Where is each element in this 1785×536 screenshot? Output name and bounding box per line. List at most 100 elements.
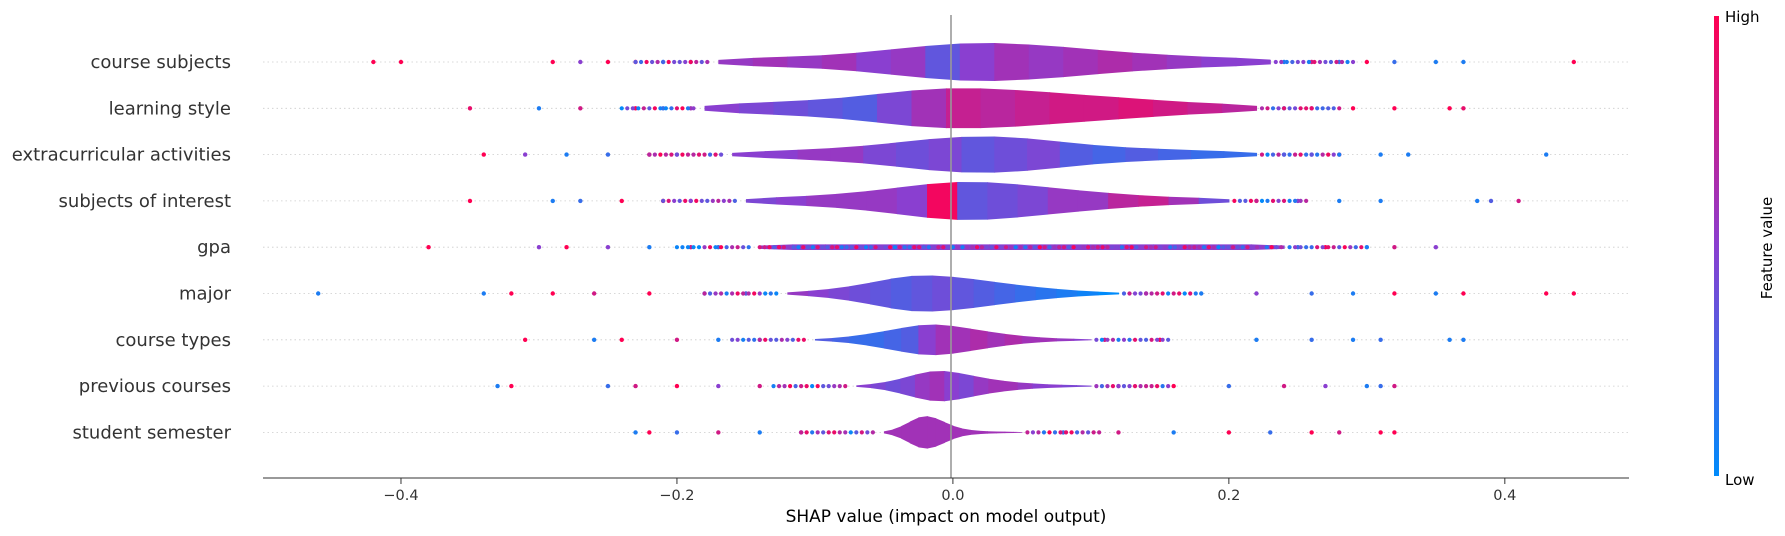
shap-dot: [1025, 430, 1030, 435]
shap-dot: [691, 106, 696, 111]
violin-segment: [970, 429, 980, 435]
shap-dot: [536, 245, 542, 250]
violin-segment: [1047, 187, 1079, 215]
violin-segment: [901, 421, 911, 444]
shap-dot: [787, 384, 793, 389]
shap-dot: [832, 430, 837, 435]
shap-dot: [1461, 291, 1466, 296]
shap-dot: [536, 106, 542, 111]
shap-dot: [878, 245, 883, 250]
shap-dot: [1359, 245, 1364, 250]
violin-segment: [866, 187, 898, 215]
shap-dot: [1057, 245, 1062, 250]
shap-dot: [762, 245, 767, 250]
violin-segment: [970, 328, 988, 351]
shap-dot: [702, 152, 707, 157]
shap-dot: [1320, 152, 1325, 157]
violin-segment: [764, 149, 799, 160]
shap-dot: [1298, 198, 1303, 203]
shap-dot: [1309, 106, 1314, 111]
shap-dot: [1281, 383, 1287, 389]
shap-dot: [974, 245, 980, 250]
violin-segment: [978, 430, 988, 435]
shap-dot: [730, 337, 735, 342]
shap-dot: [1254, 337, 1259, 342]
shap-dot: [1099, 384, 1105, 389]
shap-dot: [1132, 337, 1138, 342]
shap-dot: [1312, 59, 1317, 65]
violin-segment: [808, 289, 830, 298]
violin-segment: [1004, 333, 1023, 346]
violin-segment: [830, 145, 864, 164]
violin-segment: [1223, 151, 1258, 159]
violin-segment: [1125, 147, 1159, 163]
violin-segment: [1077, 290, 1099, 297]
colorbar-title: Feature value: [1758, 197, 1776, 299]
shap-dot: [832, 384, 837, 389]
shap-dot: [741, 337, 746, 342]
violin-segment: [946, 88, 982, 129]
shap-dot: [1143, 291, 1149, 296]
violin-segment: [1061, 384, 1077, 388]
shap-dot: [1364, 245, 1370, 250]
shap-dot: [467, 198, 473, 204]
violin-segment: [832, 336, 851, 344]
shap-dot: [1187, 245, 1192, 250]
violin-segment: [883, 429, 894, 436]
shap-dot: [696, 152, 702, 157]
shap-dot: [826, 384, 831, 389]
shap-dot: [1309, 291, 1314, 296]
violin-segment: [1046, 384, 1063, 388]
shap-dot: [633, 430, 638, 435]
shap-dot: [1292, 106, 1298, 111]
violin-segment: [1221, 103, 1258, 113]
shap-dot: [955, 245, 960, 250]
shap-dot: [1226, 383, 1232, 389]
shap-dot: [550, 59, 555, 65]
violin-segment: [787, 55, 823, 69]
shap-dot: [707, 245, 713, 250]
shap-dot: [481, 291, 486, 296]
shap-dot: [1041, 430, 1047, 435]
shap-dot: [691, 245, 696, 250]
shap-dot: [1378, 152, 1383, 157]
violin-segment: [952, 276, 975, 311]
shap-dot: [702, 245, 707, 250]
shap-dot: [1216, 245, 1221, 250]
violin-segment: [836, 191, 868, 211]
shap-dot: [1124, 245, 1129, 250]
shap-dot: [1094, 384, 1099, 389]
violin-segment: [1152, 99, 1189, 117]
shap-dot: [1339, 59, 1345, 65]
shap-dot: [1378, 383, 1383, 389]
shap-dot: [669, 152, 674, 157]
shap-dot: [661, 198, 666, 203]
shap-dot: [1127, 291, 1132, 296]
violin-segment: [1138, 195, 1170, 207]
shap-dot: [1544, 152, 1549, 157]
violin-segment: [1002, 380, 1019, 392]
shap-dot: [647, 245, 652, 250]
shap-dot: [1250, 245, 1255, 250]
shap-dot: [1342, 245, 1347, 250]
shap-dot: [1292, 152, 1298, 157]
shap-dot: [716, 198, 721, 203]
x-tick-label: 0.0: [941, 488, 964, 504]
violin-segment: [863, 142, 897, 167]
shap-dot: [630, 106, 635, 111]
shap-dot: [1345, 59, 1350, 65]
shap-dot: [1230, 245, 1236, 250]
shap-dot: [859, 430, 864, 435]
shap-dot: [1270, 198, 1276, 203]
shap-dot: [1211, 245, 1216, 250]
shap-dot: [1281, 106, 1287, 111]
violin-segment: [870, 278, 892, 309]
shap-dot: [1047, 430, 1052, 435]
violin-segment: [925, 43, 961, 81]
shap-dot: [663, 106, 669, 111]
shap-dot: [1036, 430, 1041, 435]
shap-dot: [1254, 198, 1259, 203]
violin-segment: [739, 101, 775, 115]
shap-dot: [763, 337, 768, 342]
shap-dot: [1433, 245, 1439, 250]
